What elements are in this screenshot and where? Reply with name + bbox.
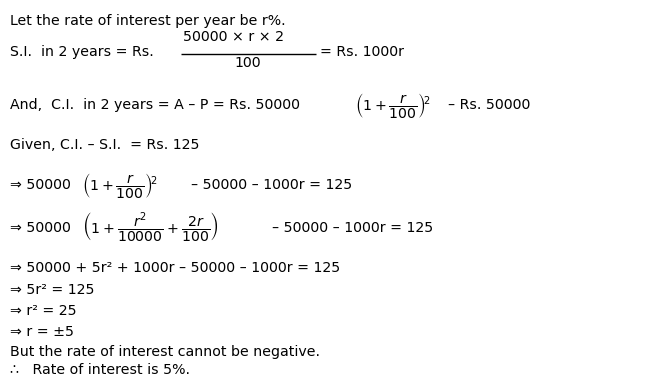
Text: Given, C.I. – S.I.  = Rs. 125: Given, C.I. – S.I. = Rs. 125 [10,138,199,152]
Text: And,  C.I.  in 2 years = A – P = Rs. 50000: And, C.I. in 2 years = A – P = Rs. 50000 [10,98,300,112]
Text: 50000 × r × 2: 50000 × r × 2 [183,30,284,44]
Text: – Rs. 50000: – Rs. 50000 [448,98,530,112]
Text: – 50000 – 1000r = 125: – 50000 – 1000r = 125 [191,178,352,192]
Text: ⇒ r² = 25: ⇒ r² = 25 [10,304,76,318]
Text: ⇒ 50000: ⇒ 50000 [10,178,71,192]
Text: $\left(1+\dfrac{r^2}{10000}+\dfrac{2r}{100}\right)$: $\left(1+\dfrac{r^2}{10000}+\dfrac{2r}{1… [82,211,219,245]
Text: = Rs. 1000r: = Rs. 1000r [320,45,404,59]
Text: ⇒ r = ±5: ⇒ r = ±5 [10,325,74,339]
Text: – 50000 – 1000r = 125: – 50000 – 1000r = 125 [272,221,433,235]
Text: But the rate of interest cannot be negative.: But the rate of interest cannot be negat… [10,345,320,359]
Text: S.I.  in 2 years = Rs.: S.I. in 2 years = Rs. [10,45,154,59]
Text: ⇒ 50000 + 5r² + 1000r – 50000 – 1000r = 125: ⇒ 50000 + 5r² + 1000r – 50000 – 1000r = … [10,261,340,275]
Text: ⇒ 5r² = 125: ⇒ 5r² = 125 [10,283,95,297]
Text: 100: 100 [235,56,261,70]
Text: ⇒ 50000: ⇒ 50000 [10,221,71,235]
Text: $\left(1+\dfrac{r}{100}\right)^{\!2}$: $\left(1+\dfrac{r}{100}\right)^{\!2}$ [355,91,431,120]
Text: $\left(1+\dfrac{r}{100}\right)^{\!2}$: $\left(1+\dfrac{r}{100}\right)^{\!2}$ [82,171,158,200]
Text: Let the rate of interest per year be r%.: Let the rate of interest per year be r%. [10,14,286,28]
Text: ∴   Rate of interest is 5%.: ∴ Rate of interest is 5%. [10,363,190,377]
